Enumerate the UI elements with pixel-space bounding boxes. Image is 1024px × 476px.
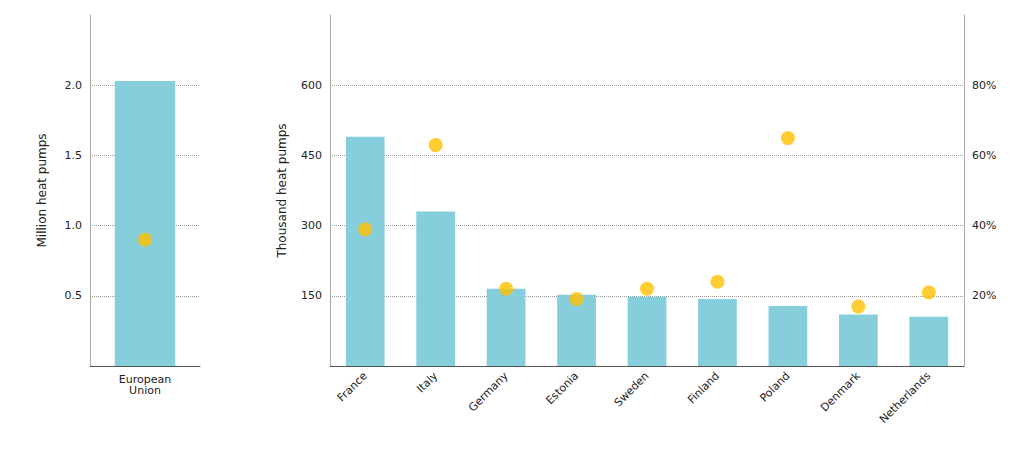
svg-text:Italy: Italy [414,369,440,395]
svg-text:Sweden: Sweden [612,369,652,409]
svg-text:80%: 80% [972,79,996,92]
svg-text:Finland: Finland [685,369,722,406]
svg-text:Poland: Poland [757,369,792,404]
svg-text:Million heat pumps: Million heat pumps [35,133,49,247]
svg-text:0.5: 0.5 [65,289,83,302]
svg-text:Germany: Germany [466,369,511,414]
svg-text:2.0: 2.0 [65,79,83,92]
svg-text:Union: Union [129,384,161,397]
svg-text:Estonia: Estonia [543,369,581,407]
svg-text:600: 600 [301,79,322,92]
svg-text:Thousand heat pumps: Thousand heat pumps [275,123,289,258]
svg-text:Denmark: Denmark [818,369,863,414]
svg-text:60%: 60% [972,149,996,162]
svg-text:1.0: 1.0 [65,219,83,232]
svg-text:European: European [118,373,172,386]
svg-text:150: 150 [301,289,322,302]
svg-text:300: 300 [301,219,322,232]
svg-text:40%: 40% [972,219,996,232]
svg-text:France: France [335,369,370,404]
svg-text:20%: 20% [972,289,996,302]
svg-text:1.5: 1.5 [65,149,83,162]
svg-text:Netherlands: Netherlands [877,369,934,426]
svg-text:450: 450 [301,149,322,162]
